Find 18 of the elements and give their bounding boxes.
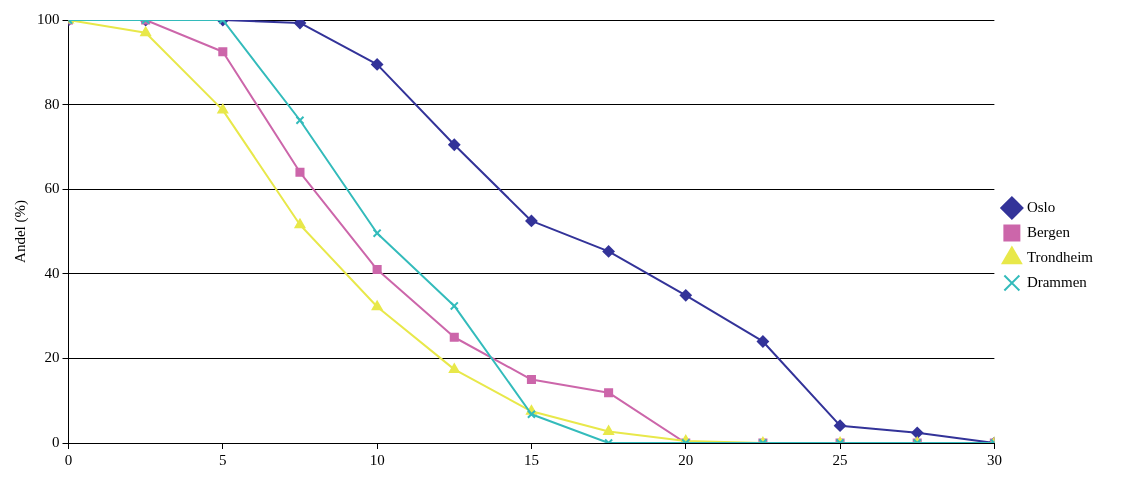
y-tick-label: 80 <box>44 95 60 112</box>
legend-label: Bergen <box>1026 223 1071 240</box>
x-tick-label: 10 <box>369 451 385 468</box>
legend-label: Trondheim <box>1026 248 1094 265</box>
x-tick-label: 0 <box>64 451 73 468</box>
legend-label: Oslo <box>1026 198 1056 215</box>
y-tick-label: 40 <box>44 264 60 281</box>
x-tick-label: 15 <box>523 451 539 468</box>
x-tick-label: 25 <box>832 451 848 468</box>
y-tick-label: 0 <box>52 433 60 450</box>
y-tick-label: 20 <box>44 349 60 366</box>
x-tick-label: 5 <box>219 451 227 468</box>
x-tick-label: 30 <box>986 451 1002 468</box>
x-tick-label: 20 <box>678 451 694 468</box>
y-tick-label: 100 <box>37 10 60 27</box>
y-axis-title: Andel (%) <box>11 200 29 263</box>
y-tick-label: 60 <box>44 180 60 197</box>
legend-label: Drammen <box>1026 273 1088 290</box>
